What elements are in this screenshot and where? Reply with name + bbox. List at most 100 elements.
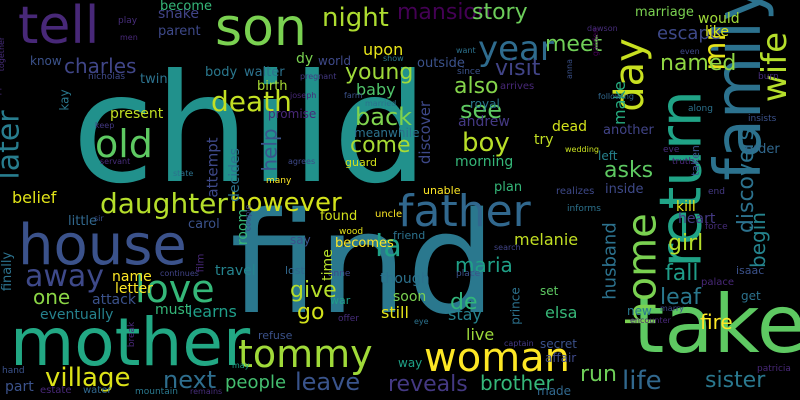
word: since [457, 67, 481, 77]
word: brother [480, 371, 554, 395]
word: come [350, 133, 411, 158]
word: next [163, 366, 217, 394]
word: mountain [135, 387, 178, 397]
word: boy [462, 128, 510, 158]
word: leaf [660, 285, 701, 310]
word: girl [668, 231, 704, 256]
word: hand [2, 366, 25, 376]
word: attempt [203, 137, 222, 198]
word: death [211, 85, 292, 118]
word: sir [94, 214, 104, 223]
word: found [320, 209, 358, 224]
word: force [705, 222, 728, 232]
word: see [460, 96, 503, 124]
word: arrives [500, 81, 535, 92]
word: tell [18, 0, 100, 56]
word: year [478, 29, 554, 69]
word: keep [95, 121, 115, 130]
word: fall [665, 261, 699, 286]
word: decides [226, 148, 243, 202]
word: escape [657, 23, 721, 44]
word: help [257, 128, 282, 172]
word: go [297, 300, 325, 325]
word: inside [605, 182, 644, 197]
word: dead [552, 119, 587, 135]
word: outside [417, 56, 465, 71]
word: lost [285, 264, 305, 277]
word: also [454, 74, 499, 99]
word: one [33, 285, 71, 309]
word: walter [244, 65, 285, 80]
word: live [466, 325, 495, 344]
word: little [68, 214, 98, 229]
word: anne [328, 269, 351, 279]
word: dy [296, 51, 314, 67]
word: joseph [290, 91, 317, 100]
word: time [319, 249, 336, 281]
word: unable [423, 184, 461, 197]
word: stay [448, 305, 482, 324]
word: estate [40, 385, 72, 396]
word: state [173, 169, 194, 178]
word: place [456, 269, 481, 279]
word: mansion [397, 0, 491, 25]
word: run [580, 362, 617, 387]
word: dawson [587, 24, 618, 33]
word: asks [604, 158, 654, 183]
word: eye [414, 317, 429, 326]
word: offer [338, 314, 359, 324]
word: carol [188, 217, 220, 232]
word: friend [393, 229, 426, 242]
word: must [155, 302, 191, 318]
word: encounter [630, 316, 671, 325]
word: make [609, 81, 629, 125]
word: nicholas [88, 72, 126, 82]
word: burn [758, 72, 779, 82]
word: baby [356, 80, 396, 99]
word: show [383, 54, 404, 63]
word: wood [339, 227, 364, 237]
word: would [698, 11, 740, 27]
word: sister [705, 368, 766, 393]
word: uncle [375, 209, 403, 220]
word: find [230, 183, 496, 346]
word: new [627, 304, 652, 318]
word: heart [678, 211, 716, 227]
word: insists [748, 114, 777, 124]
word: de [450, 290, 478, 315]
word: captain [504, 339, 534, 348]
word: servant [100, 157, 131, 166]
word: break [127, 321, 138, 348]
word: upon [363, 40, 404, 59]
word: secret [540, 337, 577, 351]
word: world [318, 54, 352, 68]
word: eve [663, 145, 680, 155]
word: reveals [388, 372, 468, 397]
word: wife [755, 31, 796, 103]
word: marry [660, 304, 684, 313]
word: become [160, 0, 213, 14]
word: letter [115, 281, 153, 297]
word: continues [160, 269, 199, 278]
word: men [120, 33, 138, 42]
word: way [398, 356, 423, 370]
word: marriage [635, 5, 694, 20]
word: daughter [100, 187, 228, 220]
word: learns [188, 302, 237, 321]
word: made [537, 384, 572, 398]
word: take [633, 278, 800, 371]
word: becomes [335, 236, 394, 251]
word: palace [701, 277, 735, 288]
word: married [365, 99, 397, 108]
word: remains [190, 387, 223, 396]
word: people [225, 372, 287, 393]
word: parent [158, 24, 201, 39]
word: however [230, 188, 342, 218]
word: name [112, 269, 152, 285]
word: truth [672, 157, 695, 167]
word: promise [268, 107, 317, 121]
word: still [381, 303, 409, 322]
word: following [598, 92, 634, 101]
word: later [0, 110, 27, 180]
word: maria [455, 253, 513, 277]
